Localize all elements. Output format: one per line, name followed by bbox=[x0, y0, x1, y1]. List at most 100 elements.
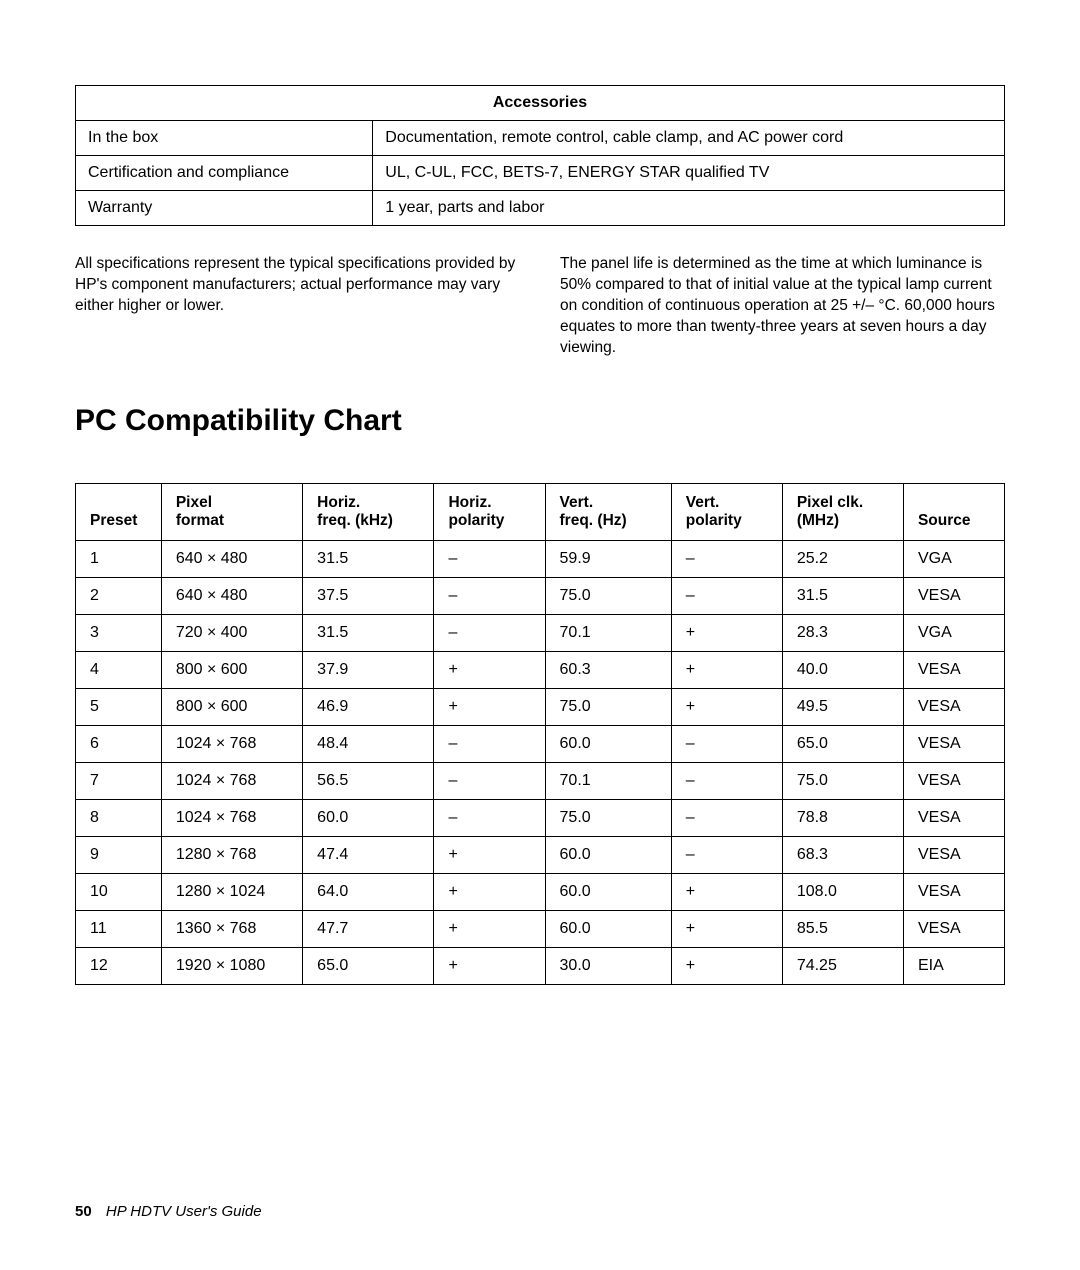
compat-cell: 75.0 bbox=[782, 762, 903, 799]
compat-cell: – bbox=[671, 725, 782, 762]
compat-cell: + bbox=[671, 947, 782, 984]
compat-cell: 640 × 480 bbox=[161, 540, 302, 577]
accessories-table: Accessories In the boxDocumentation, rem… bbox=[75, 85, 1005, 226]
compat-cell: 60.0 bbox=[545, 873, 671, 910]
footer-title: HP HDTV User's Guide bbox=[106, 1203, 262, 1220]
compat-cell: VESA bbox=[903, 836, 1004, 873]
compat-cell: 65.0 bbox=[782, 725, 903, 762]
compat-cell: 37.5 bbox=[303, 577, 434, 614]
compat-cell: 28.3 bbox=[782, 614, 903, 651]
compat-cell: – bbox=[671, 836, 782, 873]
compat-cell: 47.7 bbox=[303, 910, 434, 947]
compat-col-header: Horiz.polarity bbox=[434, 483, 545, 540]
compat-cell: – bbox=[434, 762, 545, 799]
compat-cell: 75.0 bbox=[545, 799, 671, 836]
compat-cell: 47.4 bbox=[303, 836, 434, 873]
compat-cell: – bbox=[434, 540, 545, 577]
compat-cell: + bbox=[434, 688, 545, 725]
compat-cell: – bbox=[434, 799, 545, 836]
compat-cell: 31.5 bbox=[303, 614, 434, 651]
compat-cell: VESA bbox=[903, 910, 1004, 947]
compat-cell: 40.0 bbox=[782, 651, 903, 688]
compat-cell: 720 × 400 bbox=[161, 614, 302, 651]
compat-cell: VESA bbox=[903, 873, 1004, 910]
compat-cell: + bbox=[434, 910, 545, 947]
compat-col-header: Vert.polarity bbox=[671, 483, 782, 540]
compat-cell: 8 bbox=[76, 799, 162, 836]
accessories-label: Certification and compliance bbox=[76, 156, 373, 191]
page-footer: 50 HP HDTV User's Guide bbox=[75, 1203, 262, 1220]
compat-cell: + bbox=[434, 836, 545, 873]
compat-cell: – bbox=[434, 577, 545, 614]
compat-cell: + bbox=[671, 873, 782, 910]
compat-cell: 11 bbox=[76, 910, 162, 947]
compat-row: 2640 × 48037.5–75.0–31.5VESA bbox=[76, 577, 1005, 614]
compat-cell: VESA bbox=[903, 577, 1004, 614]
compat-cell: 56.5 bbox=[303, 762, 434, 799]
compat-cell: VESA bbox=[903, 688, 1004, 725]
compat-cell: 3 bbox=[76, 614, 162, 651]
compat-cell: 65.0 bbox=[303, 947, 434, 984]
compat-cell: 2 bbox=[76, 577, 162, 614]
compat-col-header: Vert.freq. (Hz) bbox=[545, 483, 671, 540]
compat-cell: – bbox=[671, 577, 782, 614]
compat-cell: 75.0 bbox=[545, 688, 671, 725]
compat-cell: – bbox=[671, 799, 782, 836]
accessories-body: In the boxDocumentation, remote control,… bbox=[76, 121, 1005, 226]
compat-col-header: Pixel clk.(MHz) bbox=[782, 483, 903, 540]
compat-cell: – bbox=[434, 614, 545, 651]
compat-cell: 1024 × 768 bbox=[161, 762, 302, 799]
compat-cell: 12 bbox=[76, 947, 162, 984]
compat-row: 71024 × 76856.5–70.1–75.0VESA bbox=[76, 762, 1005, 799]
compat-row: 81024 × 76860.0–75.0–78.8VESA bbox=[76, 799, 1005, 836]
compat-cell: 6 bbox=[76, 725, 162, 762]
compat-cell: 49.5 bbox=[782, 688, 903, 725]
compat-row: 91280 × 76847.4+60.0–68.3VESA bbox=[76, 836, 1005, 873]
compat-cell: VESA bbox=[903, 725, 1004, 762]
compat-cell: 60.3 bbox=[545, 651, 671, 688]
compat-row: 1640 × 48031.5–59.9–25.2VGA bbox=[76, 540, 1005, 577]
accessories-label: In the box bbox=[76, 121, 373, 156]
compat-cell: 37.9 bbox=[303, 651, 434, 688]
compat-cell: 1920 × 1080 bbox=[161, 947, 302, 984]
compat-cell: 60.0 bbox=[545, 836, 671, 873]
compat-cell: 70.1 bbox=[545, 762, 671, 799]
compat-cell: 68.3 bbox=[782, 836, 903, 873]
compat-cell: 64.0 bbox=[303, 873, 434, 910]
notes-right: The panel life is determined as the time… bbox=[560, 254, 1005, 359]
notes-left: All specifications represent the typical… bbox=[75, 254, 520, 359]
compat-cell: + bbox=[434, 873, 545, 910]
compat-cell: 31.5 bbox=[303, 540, 434, 577]
compat-cell: + bbox=[671, 614, 782, 651]
compat-row: 3720 × 40031.5–70.1+28.3VGA bbox=[76, 614, 1005, 651]
compat-cell: 1 bbox=[76, 540, 162, 577]
compat-cell: 10 bbox=[76, 873, 162, 910]
compat-body: 1640 × 48031.5–59.9–25.2VGA2640 × 48037.… bbox=[76, 540, 1005, 984]
accessories-row: Warranty1 year, parts and labor bbox=[76, 191, 1005, 226]
compat-cell: 70.1 bbox=[545, 614, 671, 651]
compat-cell: 1280 × 1024 bbox=[161, 873, 302, 910]
compat-cell: 1024 × 768 bbox=[161, 725, 302, 762]
compat-col-header: Preset bbox=[76, 483, 162, 540]
compat-cell: – bbox=[434, 725, 545, 762]
compat-cell: – bbox=[671, 762, 782, 799]
compat-col-header: Horiz.freq. (kHz) bbox=[303, 483, 434, 540]
compat-cell: 7 bbox=[76, 762, 162, 799]
compat-cell: 800 × 600 bbox=[161, 651, 302, 688]
compat-cell: 85.5 bbox=[782, 910, 903, 947]
compat-cell: 108.0 bbox=[782, 873, 903, 910]
compat-cell: VGA bbox=[903, 540, 1004, 577]
accessories-value: UL, C-UL, FCC, BETS-7, ENERGY STAR quali… bbox=[373, 156, 1005, 191]
compat-cell: VESA bbox=[903, 762, 1004, 799]
compat-cell: EIA bbox=[903, 947, 1004, 984]
compat-header-row: PresetPixelformatHoriz.freq. (kHz)Horiz.… bbox=[76, 483, 1005, 540]
accessories-header: Accessories bbox=[76, 86, 1005, 121]
compat-cell: 74.25 bbox=[782, 947, 903, 984]
compat-cell: 60.0 bbox=[303, 799, 434, 836]
compat-cell: 31.5 bbox=[782, 577, 903, 614]
compat-cell: 30.0 bbox=[545, 947, 671, 984]
compat-row: 101280 × 102464.0+60.0+108.0VESA bbox=[76, 873, 1005, 910]
compat-cell: 75.0 bbox=[545, 577, 671, 614]
compat-col-header: Source bbox=[903, 483, 1004, 540]
compat-cell: + bbox=[671, 688, 782, 725]
